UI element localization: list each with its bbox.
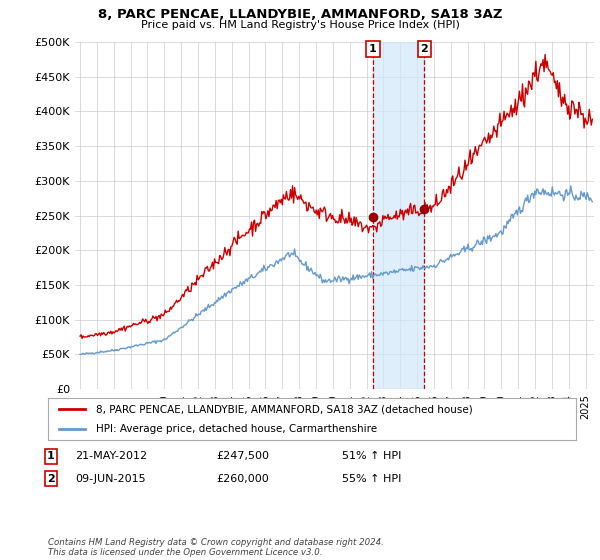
Text: 1: 1 [47,451,55,461]
Text: 1: 1 [369,44,377,54]
Bar [373,42,424,389]
Text: 51% ↑ HPI: 51% ↑ HPI [342,451,401,461]
Text: Contains HM Land Registry data © Crown copyright and database right 2024.
This d: Contains HM Land Registry data © Crown c… [48,538,384,557]
Text: Price paid vs. HM Land Registry's House Price Index (HPI): Price paid vs. HM Land Registry's House … [140,20,460,30]
Text: 55% ↑ HPI: 55% ↑ HPI [342,474,401,484]
Text: 8, PARC PENCAE, LLANDYBIE, AMMANFORD, SA18 3AZ (detached house): 8, PARC PENCAE, LLANDYBIE, AMMANFORD, SA… [95,404,472,414]
Text: HPI: Average price, detached house, Carmarthenshire: HPI: Average price, detached house, Carm… [95,424,377,434]
Text: 2: 2 [421,44,428,54]
Text: 21-MAY-2012: 21-MAY-2012 [75,451,147,461]
Text: £247,500: £247,500 [216,451,269,461]
Text: 8, PARC PENCAE, LLANDYBIE, AMMANFORD, SA18 3AZ: 8, PARC PENCAE, LLANDYBIE, AMMANFORD, SA… [98,8,502,21]
Text: £260,000: £260,000 [216,474,269,484]
Text: 09-JUN-2015: 09-JUN-2015 [75,474,146,484]
Text: 2: 2 [47,474,55,484]
